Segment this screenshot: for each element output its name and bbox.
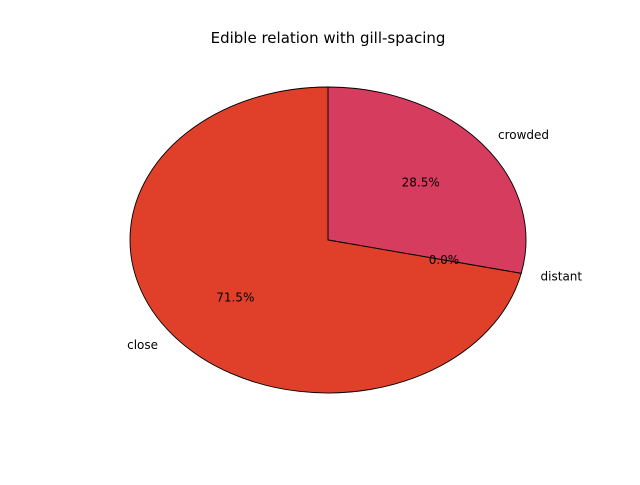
slice-crowded <box>327 86 527 274</box>
slice-percent-close: 71.5% <box>216 290 254 304</box>
slice-label-crowded: crowded <box>498 128 549 142</box>
slice-close <box>129 86 522 394</box>
slice-label-distant: distant <box>541 270 583 284</box>
pie-labels: crowded 28.5% distant 0.0% close 71.5% <box>127 128 582 352</box>
pie-slices <box>129 86 527 394</box>
chart-title: Edible relation with gill-spacing <box>211 29 446 47</box>
slice-label-close: close <box>127 338 158 352</box>
slice-percent-distant: 0.0% <box>429 253 460 267</box>
slice-percent-crowded: 28.5% <box>402 176 440 190</box>
